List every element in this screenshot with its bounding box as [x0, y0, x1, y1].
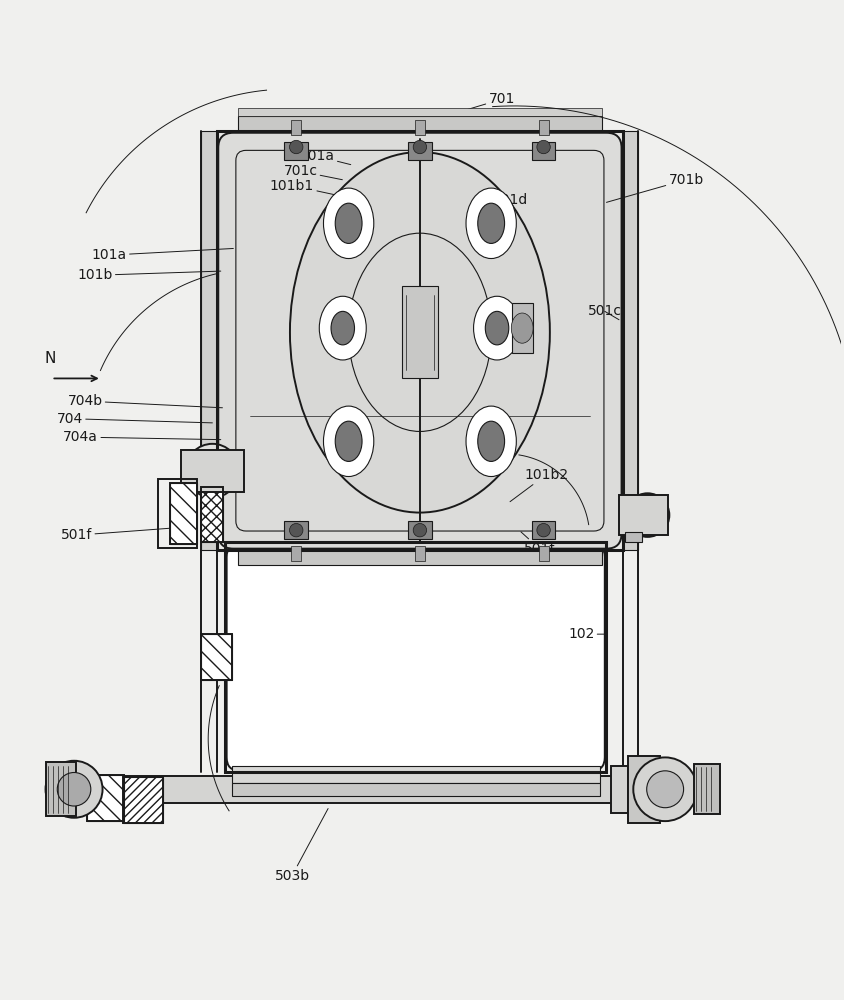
Bar [217, 131, 623, 550]
Bar [202, 487, 224, 542]
Bar [532, 142, 555, 160]
Bar [87, 776, 614, 803]
Bar [237, 550, 603, 565]
Text: N: N [44, 351, 56, 366]
Bar [291, 546, 301, 561]
Bar [122, 777, 163, 823]
Ellipse shape [335, 203, 362, 243]
Ellipse shape [511, 313, 533, 343]
Bar [170, 483, 197, 544]
Bar [122, 777, 163, 823]
Text: 701c: 701c [284, 164, 343, 180]
Bar [225, 542, 607, 772]
Bar [202, 487, 224, 542]
Ellipse shape [466, 406, 517, 477]
Text: 101b2: 101b2 [510, 468, 568, 502]
Bar [415, 546, 425, 561]
FancyBboxPatch shape [219, 133, 621, 549]
Ellipse shape [335, 421, 362, 461]
Text: 501f: 501f [61, 527, 189, 542]
Text: 503b: 503b [274, 809, 328, 883]
Bar [46, 762, 76, 816]
Circle shape [537, 523, 550, 537]
Bar [628, 756, 660, 823]
Bar [217, 131, 623, 550]
Bar [202, 634, 231, 680]
Bar [625, 532, 641, 542]
Ellipse shape [478, 421, 505, 461]
Bar [87, 775, 124, 821]
Circle shape [414, 523, 426, 537]
Text: 704a: 704a [63, 430, 221, 444]
Text: 501c: 501c [587, 304, 622, 320]
Text: 501f: 501f [521, 532, 555, 556]
Ellipse shape [331, 311, 354, 345]
Bar [237, 108, 603, 116]
Text: 701d: 701d [473, 193, 528, 211]
Bar [532, 521, 555, 539]
Bar [237, 116, 603, 131]
Circle shape [633, 757, 697, 821]
Bar [623, 131, 638, 550]
Bar [695, 764, 720, 814]
Circle shape [289, 140, 303, 154]
Text: 101b: 101b [78, 268, 221, 282]
Bar [612, 766, 628, 813]
Ellipse shape [473, 296, 521, 360]
Circle shape [414, 140, 426, 154]
Bar [231, 783, 600, 796]
Ellipse shape [323, 188, 374, 259]
Circle shape [289, 523, 303, 537]
Text: 701a: 701a [300, 149, 351, 165]
Ellipse shape [485, 311, 509, 345]
Bar [284, 142, 308, 160]
Bar [202, 131, 217, 550]
Ellipse shape [466, 188, 517, 259]
Bar [225, 542, 607, 772]
Bar [158, 479, 197, 548]
Circle shape [647, 771, 684, 808]
Ellipse shape [319, 296, 366, 360]
Ellipse shape [290, 152, 549, 513]
Text: 701b: 701b [607, 173, 704, 202]
Bar [619, 495, 668, 535]
Text: 704: 704 [57, 412, 213, 426]
Ellipse shape [478, 203, 505, 243]
Bar [181, 450, 244, 492]
Bar [408, 142, 431, 160]
Text: 704b: 704b [68, 394, 223, 408]
Circle shape [186, 444, 239, 497]
Bar [512, 303, 533, 353]
Bar [87, 775, 124, 821]
Bar [202, 634, 231, 680]
Bar [538, 546, 549, 561]
Text: 101b1: 101b1 [270, 179, 351, 198]
Circle shape [57, 772, 91, 806]
Circle shape [537, 140, 550, 154]
Bar [231, 766, 600, 783]
FancyBboxPatch shape [227, 544, 605, 771]
Text: 102: 102 [568, 627, 605, 641]
Ellipse shape [323, 406, 374, 477]
Bar [284, 521, 308, 539]
Bar [538, 120, 549, 135]
Circle shape [625, 493, 669, 537]
Bar [170, 483, 197, 544]
Bar [415, 120, 425, 135]
Text: 101a: 101a [92, 248, 233, 262]
Bar [291, 120, 301, 135]
Bar [403, 286, 437, 378]
Circle shape [46, 761, 103, 818]
Text: 701: 701 [460, 92, 515, 112]
Bar [408, 521, 431, 539]
